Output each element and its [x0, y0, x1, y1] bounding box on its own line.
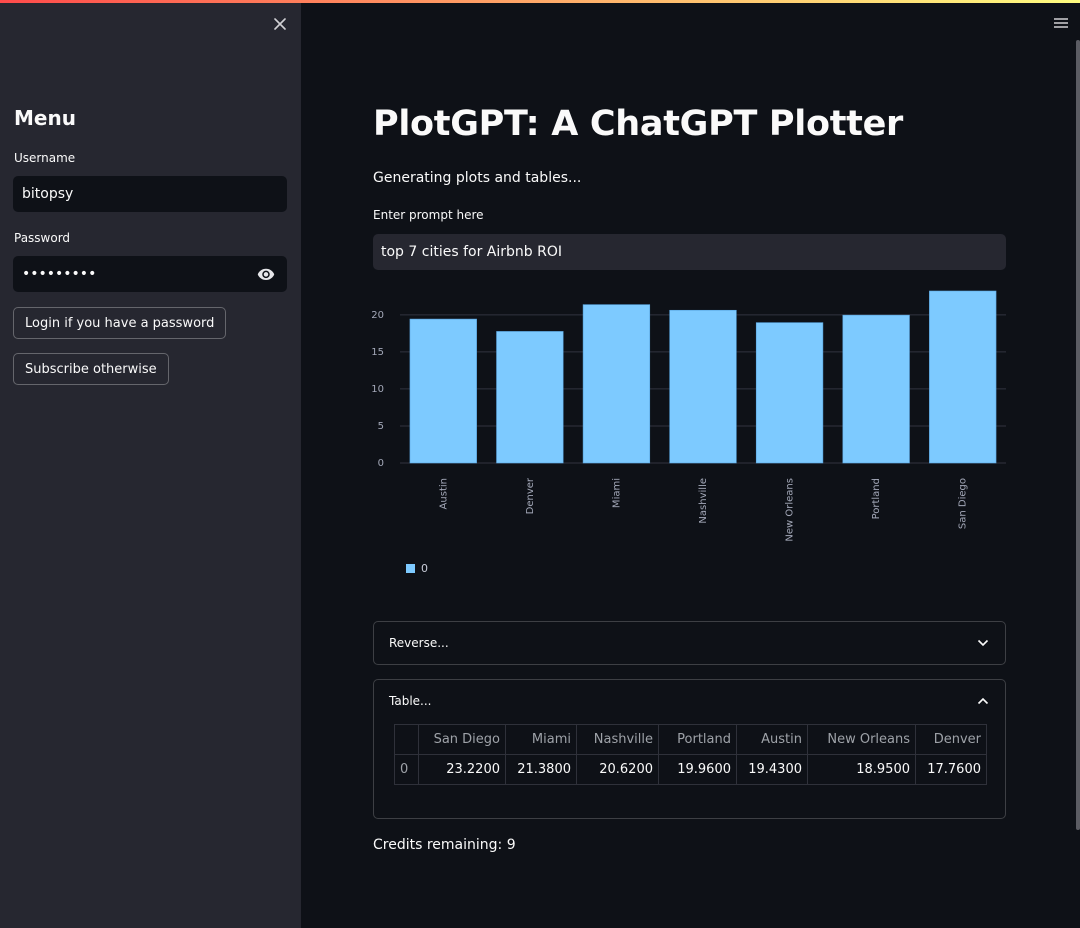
reverse-expander-label: Reverse... — [389, 636, 449, 650]
y-tick-label: 5 — [378, 421, 384, 432]
chevron-down-icon — [977, 639, 989, 647]
y-tick-label: 15 — [371, 347, 384, 358]
legend-swatch — [406, 564, 415, 573]
bar — [929, 290, 997, 464]
column-header[interactable]: Miami — [505, 724, 577, 755]
bar — [755, 322, 824, 464]
bar-chart: 0 5 10 15 20 Austin Denver Miami Nashville New Or… — [371, 290, 1006, 575]
y-tick-label: 10 — [371, 384, 384, 395]
username-field[interactable]: bitopsy — [13, 176, 287, 212]
x-tick-label: Austin — [438, 478, 449, 509]
sidebar: Menu Username bitopsy Password •••••••••… — [0, 0, 301, 928]
password-label: Password — [14, 231, 71, 245]
chevron-up-icon — [977, 697, 989, 705]
table-header-row: San Diego Miami Nashville Portland Austi… — [394, 724, 987, 755]
page-title: PlotGPT: A ChatGPT Plotter — [373, 104, 903, 144]
hamburger-menu-icon[interactable] — [1053, 16, 1069, 30]
row-index: 0 — [394, 754, 419, 785]
table-cell[interactable]: 19.9600 — [658, 754, 737, 785]
bar — [582, 304, 651, 464]
bar — [496, 331, 564, 464]
bar — [842, 314, 910, 464]
x-tick-label: Nashville — [698, 478, 709, 524]
table-cell[interactable]: 18.9500 — [807, 754, 916, 785]
credits-remaining: Credits remaining: 9 — [373, 837, 516, 853]
x-tick-label: San Diego — [958, 478, 969, 529]
close-icon — [274, 18, 286, 30]
column-header[interactable]: Austin — [736, 724, 808, 755]
subscribe-button[interactable]: Subscribe otherwise — [13, 353, 169, 385]
x-tick-label: Portland — [871, 478, 882, 519]
table-expander[interactable]: Table... San Diego Miami Nashville Portl… — [373, 679, 1006, 819]
username-value: bitopsy — [22, 186, 74, 202]
table-cell[interactable]: 17.7600 — [915, 754, 987, 785]
main-scrollbar[interactable] — [1076, 40, 1080, 830]
bar — [669, 309, 737, 464]
table-cell[interactable]: 19.4300 — [736, 754, 808, 785]
table-expander-header[interactable]: Table... — [374, 680, 1005, 722]
prompt-input[interactable]: top 7 cities for Airbnb ROI — [373, 234, 1006, 270]
prompt-value: top 7 cities for Airbnb ROI — [381, 244, 562, 260]
column-header[interactable]: Denver — [915, 724, 987, 755]
x-tick-label: New Orleans — [785, 478, 796, 542]
show-password-eye-icon[interactable] — [257, 265, 275, 283]
menu-title: Menu — [14, 106, 76, 130]
username-label: Username — [14, 151, 76, 165]
column-header[interactable]: Portland — [658, 724, 737, 755]
close-sidebar-button[interactable] — [270, 14, 290, 34]
y-tick-label: 0 — [378, 458, 384, 469]
table-expander-label: Table... — [389, 694, 432, 708]
x-tick-label: Denver — [525, 477, 536, 514]
table-cell[interactable]: 21.3800 — [505, 754, 577, 785]
bar — [409, 318, 477, 464]
table-row: 0 23.2200 21.3800 20.6200 19.9600 19.430… — [394, 754, 987, 785]
data-table[interactable]: San Diego Miami Nashville Portland Austi… — [394, 724, 987, 785]
reverse-expander[interactable]: Reverse... — [373, 621, 1006, 665]
x-tick-label: Miami — [611, 478, 622, 508]
column-header[interactable]: Nashville — [576, 724, 659, 755]
prompt-label: Enter prompt here — [373, 208, 484, 222]
subtitle: Generating plots and tables... — [373, 170, 582, 186]
column-header[interactable]: San Diego — [418, 724, 506, 755]
index-header — [394, 724, 419, 755]
password-value: ••••••••• — [22, 266, 97, 282]
login-button[interactable]: Login if you have a password — [13, 307, 227, 339]
legend-label: 0 — [421, 562, 428, 575]
top-decoration-bar — [0, 0, 1080, 3]
password-field[interactable]: ••••••••• — [13, 256, 287, 292]
y-tick-label: 20 — [371, 310, 384, 321]
table-cell[interactable]: 23.2200 — [418, 754, 506, 785]
table-cell[interactable]: 20.6200 — [576, 754, 659, 785]
reverse-expander-header[interactable]: Reverse... — [374, 622, 1005, 664]
column-header[interactable]: New Orleans — [807, 724, 916, 755]
